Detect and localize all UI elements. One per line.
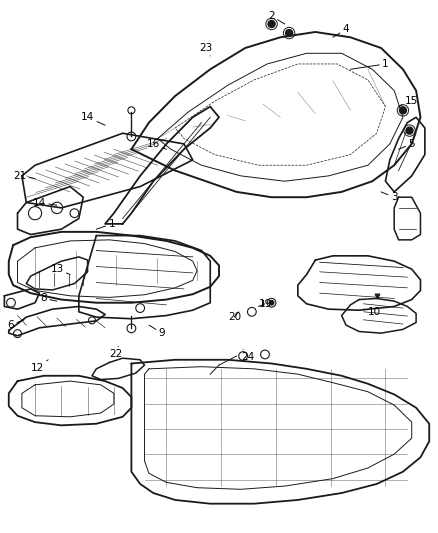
Text: 24: 24 <box>241 349 254 362</box>
Text: 3: 3 <box>381 192 398 202</box>
Text: 15: 15 <box>399 96 418 107</box>
Text: 14: 14 <box>81 112 105 125</box>
Text: 2: 2 <box>268 11 285 24</box>
Circle shape <box>268 20 275 28</box>
Text: 13: 13 <box>50 264 70 274</box>
Text: 1: 1 <box>96 219 115 229</box>
Text: 20: 20 <box>228 312 241 322</box>
Text: 4: 4 <box>333 25 350 37</box>
Text: 1: 1 <box>350 59 389 69</box>
Text: 8: 8 <box>40 294 57 303</box>
Text: 10: 10 <box>364 307 381 317</box>
Circle shape <box>399 107 406 114</box>
Circle shape <box>286 29 293 37</box>
Text: 14: 14 <box>33 198 57 207</box>
Text: 21: 21 <box>13 171 35 181</box>
Text: 22: 22 <box>110 346 123 359</box>
Text: 16: 16 <box>147 139 166 149</box>
Text: 9: 9 <box>149 325 166 338</box>
Text: 12: 12 <box>31 360 48 373</box>
Text: 6: 6 <box>7 320 24 330</box>
Circle shape <box>269 301 274 305</box>
Text: 5: 5 <box>399 139 415 149</box>
Text: 23: 23 <box>199 43 212 56</box>
Text: 19: 19 <box>258 299 272 309</box>
Circle shape <box>406 127 413 134</box>
